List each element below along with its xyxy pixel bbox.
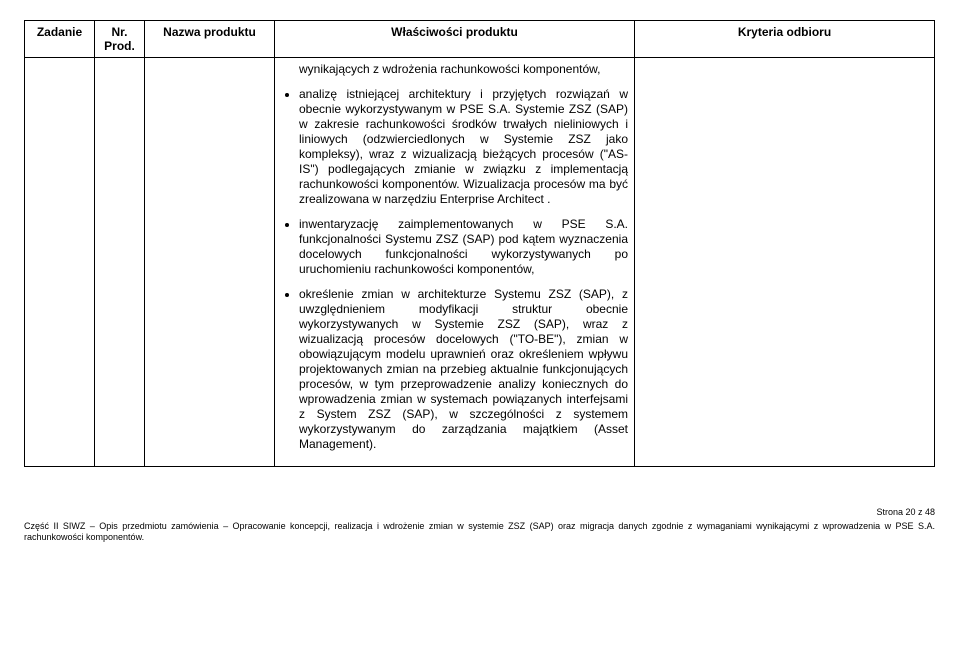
cell-zadanie: [25, 58, 95, 467]
product-table: Zadanie Nr. Prod. Nazwa produktu Właściw…: [24, 20, 935, 467]
list-item: inwentaryzację zaimplementowanych w PSE …: [299, 217, 628, 277]
table-row: wynikających z wdrożenia rachunkowości k…: [25, 58, 935, 467]
list-item: określenie zmian w architekturze Systemu…: [299, 287, 628, 452]
page-number: Strona 20 z 48: [24, 507, 935, 519]
col-zadanie: Zadanie: [25, 21, 95, 58]
cell-nr-prod: [95, 58, 145, 467]
pre-text: wynikających z wdrożenia rachunkowości k…: [281, 62, 628, 77]
list-item: analizę istniejącej architektury i przyj…: [299, 87, 628, 207]
cell-wlasciwosci: wynikających z wdrożenia rachunkowości k…: [275, 58, 635, 467]
cell-kryteria: [635, 58, 935, 467]
col-kryteria: Kryteria odbioru: [635, 21, 935, 58]
col-nazwa: Nazwa produktu: [145, 21, 275, 58]
footer-text: Część II SIWZ – Opis przedmiotu zamówien…: [24, 521, 935, 544]
properties-list: analizę istniejącej architektury i przyj…: [281, 87, 628, 452]
table-header-row: Zadanie Nr. Prod. Nazwa produktu Właściw…: [25, 21, 935, 58]
cell-nazwa: [145, 58, 275, 467]
col-nr-prod: Nr. Prod.: [95, 21, 145, 58]
page-footer: Strona 20 z 48 Część II SIWZ – Opis prze…: [24, 507, 935, 544]
col-wlasciwosci: Właściwości produktu: [275, 21, 635, 58]
